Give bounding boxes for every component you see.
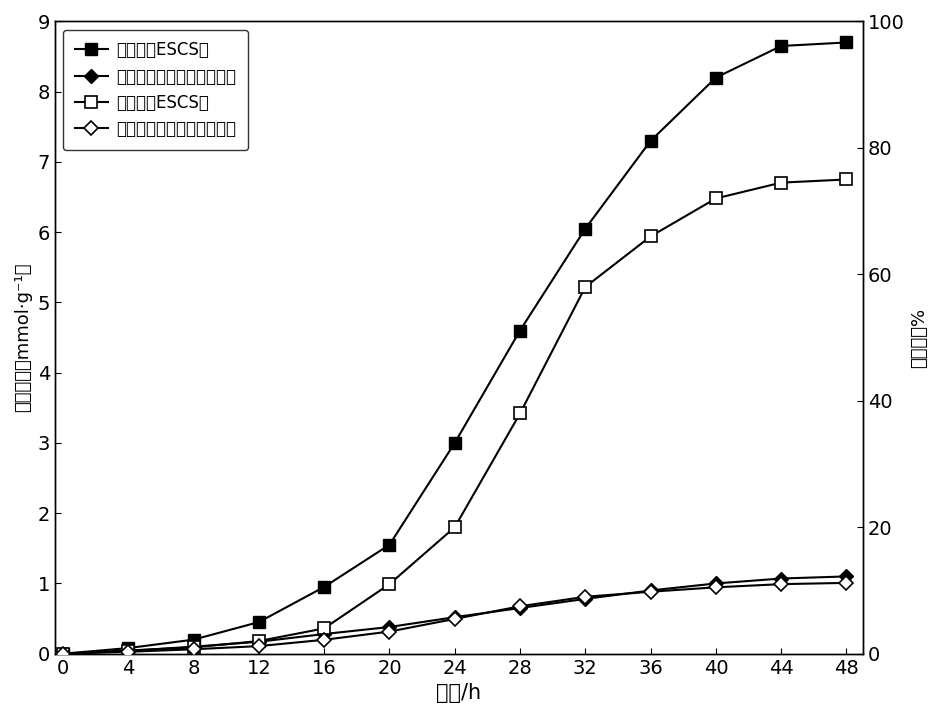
Legend: 产氢率（ESCS）, 产氢率（未处理玉米秸秆）, 降解率（ESCS）, 降解率（未处理玉米秸秆）: 产氢率（ESCS）, 产氢率（未处理玉米秸秆）, 降解率（ESCS）, 降解率（… xyxy=(63,29,248,150)
降解率（未处理玉米秸秆） xyxy=(645,587,657,596)
降解率（ESCS） xyxy=(841,175,853,184)
产氢率（ESCS） xyxy=(449,439,461,447)
Y-axis label: 产氢率／（mmol·g⁻¹）: 产氢率／（mmol·g⁻¹） xyxy=(14,263,32,412)
产氢率（未处理玉米秸秆） xyxy=(253,637,265,646)
降解率（ESCS） xyxy=(645,232,657,241)
产氢率（未处理玉米秸秆） xyxy=(514,604,526,612)
降解率（ESCS） xyxy=(383,580,395,589)
降解率（未处理玉米秸秆） xyxy=(122,647,134,656)
降解率（ESCS） xyxy=(253,637,265,645)
降解率（未处理玉米秸秆） xyxy=(710,583,722,592)
降解率（ESCS） xyxy=(449,523,461,531)
产氢率（ESCS） xyxy=(775,42,787,50)
产氢率（未处理玉米秸秆） xyxy=(841,572,853,581)
产氢率（ESCS） xyxy=(645,136,657,145)
降解率（未处理玉米秸秆） xyxy=(449,614,461,623)
产氢率（未处理玉米秸秆） xyxy=(187,642,199,651)
产氢率（未处理玉米秸秆） xyxy=(122,647,134,655)
产氢率（ESCS） xyxy=(122,644,134,652)
降解率（未处理玉米秸秆） xyxy=(514,602,526,611)
产氢率（ESCS） xyxy=(383,541,395,549)
产氢率（ESCS） xyxy=(318,583,330,592)
Line: 产氢率（未处理玉米秸秆）: 产氢率（未处理玉米秸秆） xyxy=(58,571,852,658)
降解率（未处理玉米秸秆） xyxy=(187,645,199,654)
降解率（ESCS） xyxy=(57,650,69,658)
降解率（未处理玉米秸秆） xyxy=(841,579,853,587)
Y-axis label: 降解率／%: 降解率／% xyxy=(910,308,928,368)
产氢率（未处理玉米秸秆） xyxy=(57,650,69,658)
产氢率（ESCS） xyxy=(57,650,69,658)
降解率（ESCS） xyxy=(187,643,199,652)
产氢率（未处理玉米秸秆） xyxy=(318,630,330,638)
降解率（ESCS） xyxy=(775,179,787,187)
降解率（未处理玉米秸秆） xyxy=(253,642,265,650)
降解率（ESCS） xyxy=(579,282,591,291)
降解率（未处理玉米秸秆） xyxy=(775,580,787,589)
产氢率（ESCS） xyxy=(187,635,199,644)
产氢率（未处理玉米秸秆） xyxy=(645,587,657,595)
降解率（ESCS） xyxy=(122,646,134,655)
产氢率（未处理玉米秸秆） xyxy=(383,622,395,631)
产氢率（ESCS） xyxy=(710,73,722,82)
Line: 产氢率（ESCS）: 产氢率（ESCS） xyxy=(57,37,853,659)
降解率（未处理玉米秸秆） xyxy=(318,635,330,644)
Line: 降解率（ESCS）: 降解率（ESCS） xyxy=(57,174,853,659)
产氢率（ESCS） xyxy=(253,618,265,627)
产氢率（ESCS） xyxy=(579,224,591,233)
产氢率（未处理玉米秸秆） xyxy=(579,594,591,603)
降解率（未处理玉米秸秆） xyxy=(579,592,591,601)
降解率（未处理玉米秸秆） xyxy=(57,650,69,658)
产氢率（ESCS） xyxy=(514,326,526,335)
降解率（ESCS） xyxy=(514,409,526,418)
Line: 降解率（未处理玉米秸秆）: 降解率（未处理玉米秸秆） xyxy=(58,578,852,658)
产氢率（未处理玉米秸秆） xyxy=(775,574,787,583)
产氢率（未处理玉米秸秆） xyxy=(449,613,461,622)
产氢率（未处理玉米秸秆） xyxy=(710,579,722,588)
产氢率（ESCS） xyxy=(841,38,853,47)
降解率（未处理玉米秸秆） xyxy=(383,627,395,636)
降解率（ESCS） xyxy=(710,194,722,203)
X-axis label: 时间/h: 时间/h xyxy=(436,683,481,703)
降解率（ESCS） xyxy=(318,624,330,632)
